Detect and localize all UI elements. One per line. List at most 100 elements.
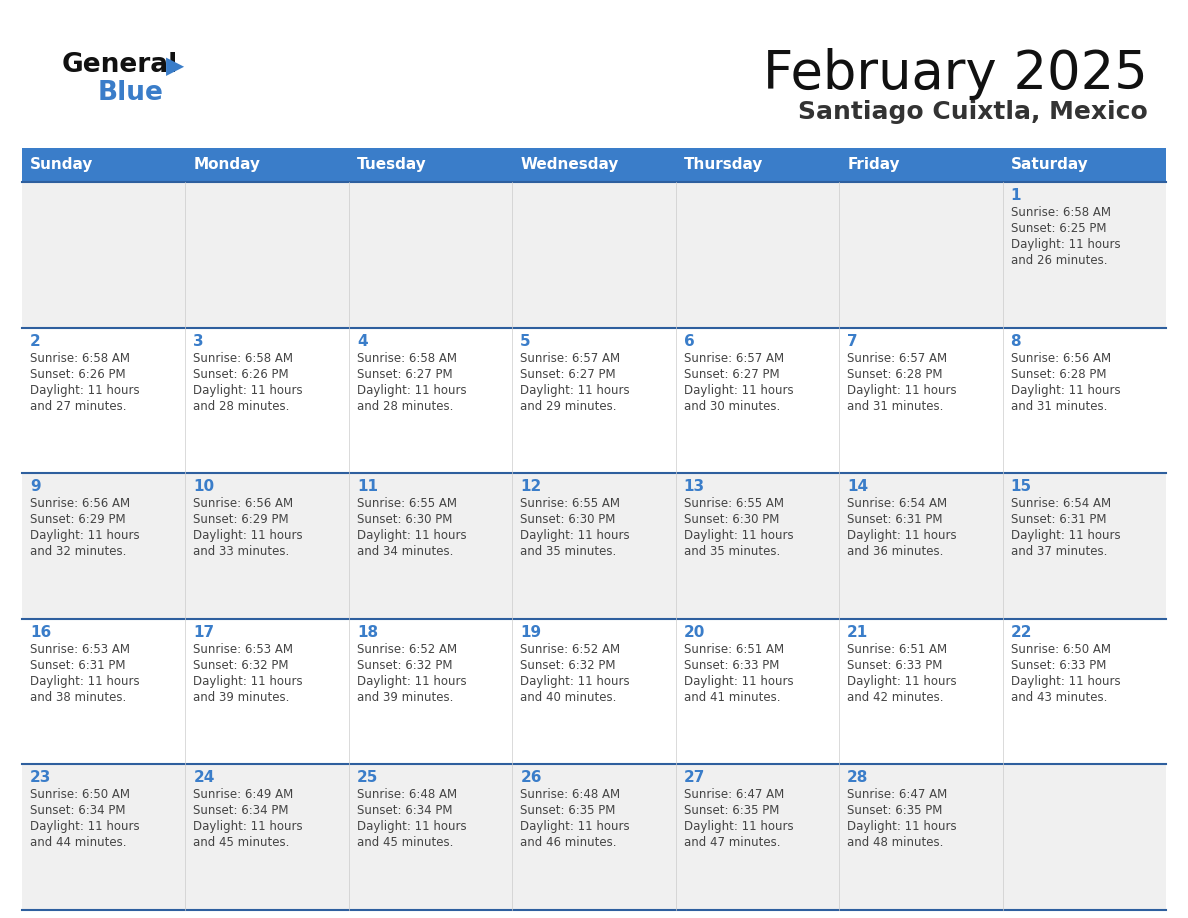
Text: Sunset: 6:34 PM: Sunset: 6:34 PM xyxy=(356,804,453,817)
Text: Daylight: 11 hours: Daylight: 11 hours xyxy=(1011,384,1120,397)
Text: and 26 minutes.: and 26 minutes. xyxy=(1011,254,1107,267)
Text: and 37 minutes.: and 37 minutes. xyxy=(1011,545,1107,558)
Bar xyxy=(676,328,839,473)
Bar xyxy=(676,182,839,328)
Bar xyxy=(185,473,349,619)
Text: Sunrise: 6:54 AM: Sunrise: 6:54 AM xyxy=(847,498,947,510)
Text: Daylight: 11 hours: Daylight: 11 hours xyxy=(847,384,956,397)
Text: Daylight: 11 hours: Daylight: 11 hours xyxy=(194,675,303,688)
Text: 5: 5 xyxy=(520,333,531,349)
Bar xyxy=(349,182,512,328)
Bar xyxy=(185,328,349,473)
Text: and 44 minutes.: and 44 minutes. xyxy=(30,836,126,849)
Text: and 30 minutes.: and 30 minutes. xyxy=(684,399,781,412)
Text: and 31 minutes.: and 31 minutes. xyxy=(1011,399,1107,412)
Text: Daylight: 11 hours: Daylight: 11 hours xyxy=(684,675,794,688)
Text: 12: 12 xyxy=(520,479,542,494)
Text: Sunrise: 6:52 AM: Sunrise: 6:52 AM xyxy=(356,643,457,655)
Text: and 39 minutes.: and 39 minutes. xyxy=(194,691,290,704)
Text: Sunset: 6:25 PM: Sunset: 6:25 PM xyxy=(1011,222,1106,235)
Bar xyxy=(839,473,1003,619)
Text: 28: 28 xyxy=(847,770,868,786)
Text: Blue: Blue xyxy=(97,80,164,106)
Text: Daylight: 11 hours: Daylight: 11 hours xyxy=(1011,675,1120,688)
Bar xyxy=(512,328,676,473)
Text: ▶: ▶ xyxy=(166,54,184,78)
Text: and 47 minutes.: and 47 minutes. xyxy=(684,836,781,849)
Text: General: General xyxy=(62,52,178,78)
Text: Sunset: 6:27 PM: Sunset: 6:27 PM xyxy=(356,367,453,381)
Text: Sunset: 6:31 PM: Sunset: 6:31 PM xyxy=(1011,513,1106,526)
Text: Daylight: 11 hours: Daylight: 11 hours xyxy=(356,529,467,543)
Bar xyxy=(1003,148,1165,182)
Text: 15: 15 xyxy=(1011,479,1031,494)
Text: 27: 27 xyxy=(684,770,706,786)
Text: Sunrise: 6:49 AM: Sunrise: 6:49 AM xyxy=(194,789,293,801)
Text: and 48 minutes.: and 48 minutes. xyxy=(847,836,943,849)
Text: Sunrise: 6:53 AM: Sunrise: 6:53 AM xyxy=(194,643,293,655)
Text: Daylight: 11 hours: Daylight: 11 hours xyxy=(30,675,140,688)
Text: Sunrise: 6:51 AM: Sunrise: 6:51 AM xyxy=(684,643,784,655)
Text: Sunrise: 6:53 AM: Sunrise: 6:53 AM xyxy=(30,643,129,655)
Bar xyxy=(349,765,512,910)
Text: Daylight: 11 hours: Daylight: 11 hours xyxy=(684,529,794,543)
Bar xyxy=(839,619,1003,765)
Text: 24: 24 xyxy=(194,770,215,786)
Text: and 34 minutes.: and 34 minutes. xyxy=(356,545,454,558)
Text: Sunset: 6:28 PM: Sunset: 6:28 PM xyxy=(847,367,942,381)
Text: 23: 23 xyxy=(30,770,51,786)
Text: and 45 minutes.: and 45 minutes. xyxy=(356,836,454,849)
Bar xyxy=(676,473,839,619)
Text: Daylight: 11 hours: Daylight: 11 hours xyxy=(847,675,956,688)
Text: Sunday: Sunday xyxy=(30,158,94,173)
Text: Sunset: 6:32 PM: Sunset: 6:32 PM xyxy=(194,659,289,672)
Text: Sunrise: 6:47 AM: Sunrise: 6:47 AM xyxy=(684,789,784,801)
Text: Sunrise: 6:57 AM: Sunrise: 6:57 AM xyxy=(847,352,947,364)
Text: Daylight: 11 hours: Daylight: 11 hours xyxy=(847,821,956,834)
Text: Sunrise: 6:56 AM: Sunrise: 6:56 AM xyxy=(1011,352,1111,364)
Text: Sunset: 6:32 PM: Sunset: 6:32 PM xyxy=(356,659,453,672)
Text: Daylight: 11 hours: Daylight: 11 hours xyxy=(520,384,630,397)
Text: February 2025: February 2025 xyxy=(763,48,1148,100)
Bar xyxy=(839,765,1003,910)
Bar xyxy=(23,328,185,473)
Text: Sunrise: 6:57 AM: Sunrise: 6:57 AM xyxy=(684,352,784,364)
Text: Daylight: 11 hours: Daylight: 11 hours xyxy=(520,529,630,543)
Bar xyxy=(839,182,1003,328)
Text: Sunrise: 6:48 AM: Sunrise: 6:48 AM xyxy=(356,789,457,801)
Bar xyxy=(1003,619,1165,765)
Text: Wednesday: Wednesday xyxy=(520,158,619,173)
Text: Sunset: 6:26 PM: Sunset: 6:26 PM xyxy=(30,367,126,381)
Text: Daylight: 11 hours: Daylight: 11 hours xyxy=(194,821,303,834)
Text: 10: 10 xyxy=(194,479,215,494)
Text: Daylight: 11 hours: Daylight: 11 hours xyxy=(194,529,303,543)
Text: Santiago Cuixtla, Mexico: Santiago Cuixtla, Mexico xyxy=(798,100,1148,124)
Text: 21: 21 xyxy=(847,625,868,640)
Bar xyxy=(349,619,512,765)
Text: 13: 13 xyxy=(684,479,704,494)
Text: and 38 minutes.: and 38 minutes. xyxy=(30,691,126,704)
Text: and 28 minutes.: and 28 minutes. xyxy=(194,399,290,412)
Text: 17: 17 xyxy=(194,625,215,640)
Text: Saturday: Saturday xyxy=(1011,158,1088,173)
Text: Sunrise: 6:48 AM: Sunrise: 6:48 AM xyxy=(520,789,620,801)
Text: and 35 minutes.: and 35 minutes. xyxy=(520,545,617,558)
Text: and 39 minutes.: and 39 minutes. xyxy=(356,691,454,704)
Text: and 28 minutes.: and 28 minutes. xyxy=(356,399,454,412)
Text: Sunset: 6:34 PM: Sunset: 6:34 PM xyxy=(30,804,126,817)
Bar xyxy=(185,148,349,182)
Text: Sunset: 6:29 PM: Sunset: 6:29 PM xyxy=(30,513,126,526)
Bar xyxy=(23,619,185,765)
Text: Sunset: 6:31 PM: Sunset: 6:31 PM xyxy=(847,513,942,526)
Text: and 33 minutes.: and 33 minutes. xyxy=(194,545,290,558)
Text: Sunrise: 6:52 AM: Sunrise: 6:52 AM xyxy=(520,643,620,655)
Text: Sunset: 6:31 PM: Sunset: 6:31 PM xyxy=(30,659,126,672)
Text: Sunset: 6:33 PM: Sunset: 6:33 PM xyxy=(684,659,779,672)
Text: Sunrise: 6:55 AM: Sunrise: 6:55 AM xyxy=(520,498,620,510)
Text: 20: 20 xyxy=(684,625,706,640)
Text: and 32 minutes.: and 32 minutes. xyxy=(30,545,126,558)
Text: Sunset: 6:27 PM: Sunset: 6:27 PM xyxy=(520,367,615,381)
Text: Sunset: 6:27 PM: Sunset: 6:27 PM xyxy=(684,367,779,381)
Bar xyxy=(349,328,512,473)
Text: Daylight: 11 hours: Daylight: 11 hours xyxy=(1011,529,1120,543)
